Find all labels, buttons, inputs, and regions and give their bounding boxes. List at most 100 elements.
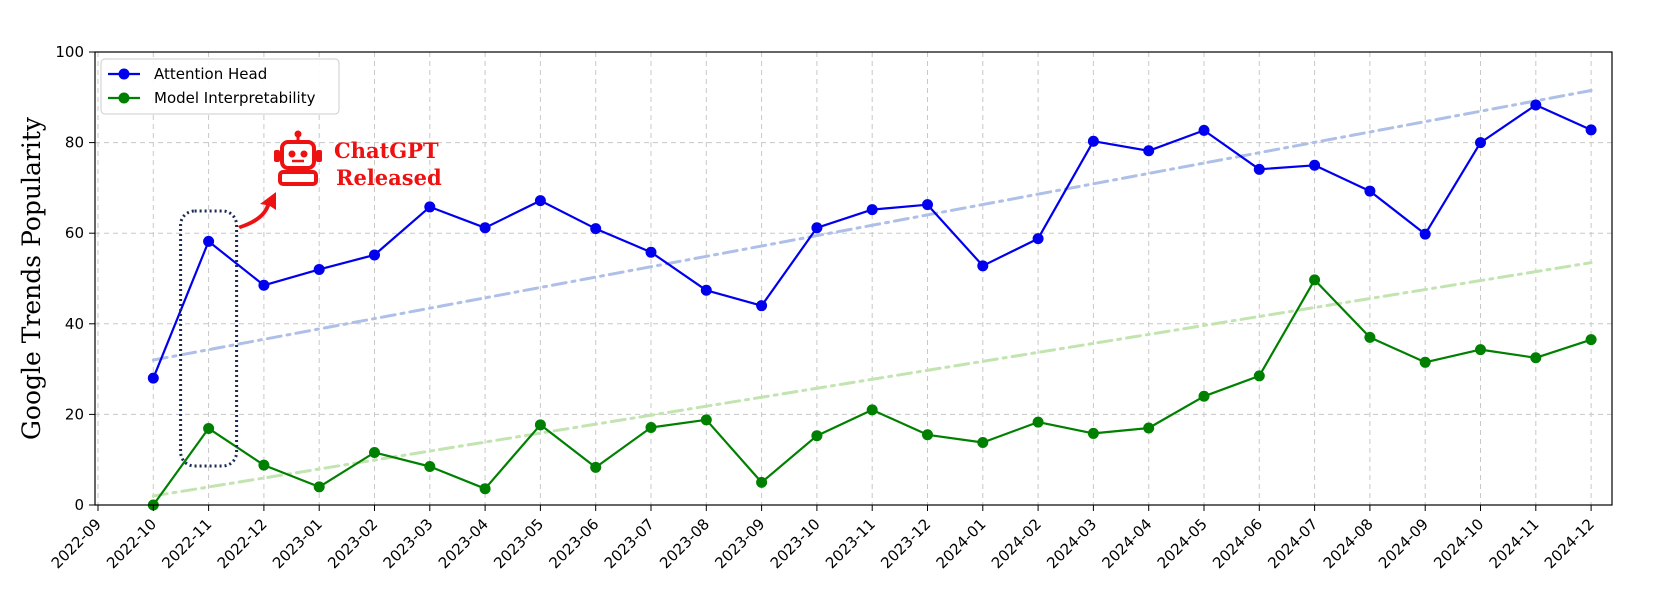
legend-box [100,58,340,115]
y-axis-label: Google Trends Popularity [17,116,46,440]
x-tick-label: 2022-12 [214,515,271,572]
grid [95,51,1612,506]
legend-marker [118,68,130,80]
data-point [1143,422,1155,434]
x-tick-label: 2023-11 [822,515,879,572]
data-point [1475,137,1486,149]
trend-line-0 [151,89,1593,362]
data-point [590,461,602,473]
x-tick-label: 2024-12 [1541,515,1598,572]
x-tick-label: 2024-02 [988,515,1045,572]
y-tick-label: 80 [65,134,84,152]
data-point [1419,228,1431,240]
data-point [977,436,989,448]
x-tick-label: 2024-05 [1154,515,1211,572]
annotation-text-line1: ChatGPT [334,138,439,163]
data-point [258,459,270,471]
data-point [534,195,546,207]
y-tick-label: 60 [65,224,84,242]
x-tick-label: 2024-11 [1486,515,1543,572]
data-point [977,260,989,272]
x-tick-label: 2024-06 [1209,515,1266,572]
robot-ear-left [274,150,280,162]
data-point [1198,390,1210,402]
y-tick-label: 100 [55,43,84,61]
x-tick-label: 2024-08 [1320,515,1377,572]
data-point [1253,163,1265,175]
legend-label: Model Interpretability [154,89,316,107]
series-layer [147,99,1597,511]
x-tick-label: 2023-10 [767,515,824,572]
x-tick-label: 2023-09 [711,515,768,572]
legend: Attention Head Model Interpretability [100,58,340,115]
data-point [811,430,823,442]
robot-ear-right [316,150,322,162]
x-tick-label: 2024-04 [1098,515,1155,572]
x-tick-label: 2023-05 [490,515,547,572]
data-point [922,199,933,211]
data-point [1530,99,1542,111]
data-point [756,300,768,312]
data-point [1253,370,1265,382]
x-tick-label: 2022-09 [48,515,105,572]
data-point [479,222,491,234]
data-point [1364,331,1376,343]
y-tick-label: 0 [74,496,84,514]
data-point [1419,356,1431,368]
data-point [645,246,657,258]
data-point [1585,334,1597,346]
axes: 0 20 40 60 80 100 2022-092022-102022-112022-12… [17,43,1613,572]
legend-label: Attention Head [154,65,267,83]
x-tick-label: 2024-07 [1264,515,1321,572]
x-tick-label: 2024-01 [933,515,990,572]
data-point [1032,416,1044,428]
data-point [1032,233,1044,245]
data-point [590,223,602,235]
y-tick-label: 40 [65,315,84,333]
data-point [313,263,325,275]
data-point [369,249,380,261]
data-point [866,404,878,416]
data-point [1585,124,1597,136]
x-tick-label: 2023-02 [324,515,381,572]
data-point [1198,124,1210,136]
x-tick-label: 2024-03 [1043,515,1100,572]
data-point [645,422,657,434]
robot-body [278,170,318,186]
data-point [1087,135,1099,147]
robot-icon [274,130,322,186]
legend-marker [118,92,130,104]
data-point [1475,344,1486,356]
x-tick-label: 2023-06 [545,515,602,572]
data-point [756,476,768,488]
data-point [1530,352,1542,364]
x-tick-label: 2024-10 [1430,515,1487,572]
annotation-text-line2: Released [336,165,442,190]
data-point [479,483,491,495]
data-point [1309,159,1321,171]
x-tick-label: 2024-09 [1375,515,1432,572]
data-point [1364,185,1376,197]
x-tick-label: 2023-07 [601,515,658,572]
x-tick-label: 2023-12 [877,515,934,572]
data-point [424,201,436,213]
data-point [424,460,436,472]
data-point [700,414,712,426]
data-point [1087,427,1099,439]
x-tick-label: 2023-03 [380,515,437,572]
x-tick-label: 2023-04 [435,515,492,572]
x-tick-label: 2023-08 [656,515,713,572]
data-point [313,481,325,493]
y-tick-label: 20 [65,405,84,423]
data-point [147,372,159,384]
x-tick-label: 2023-01 [269,515,326,572]
robot-head [280,140,316,170]
arrow-icon [238,192,276,229]
data-point [700,284,712,296]
x-tick-label: 2022-10 [103,515,160,572]
data-point [1143,145,1155,157]
plot-frame [94,51,1613,506]
robot-antenna-tip [294,130,302,138]
